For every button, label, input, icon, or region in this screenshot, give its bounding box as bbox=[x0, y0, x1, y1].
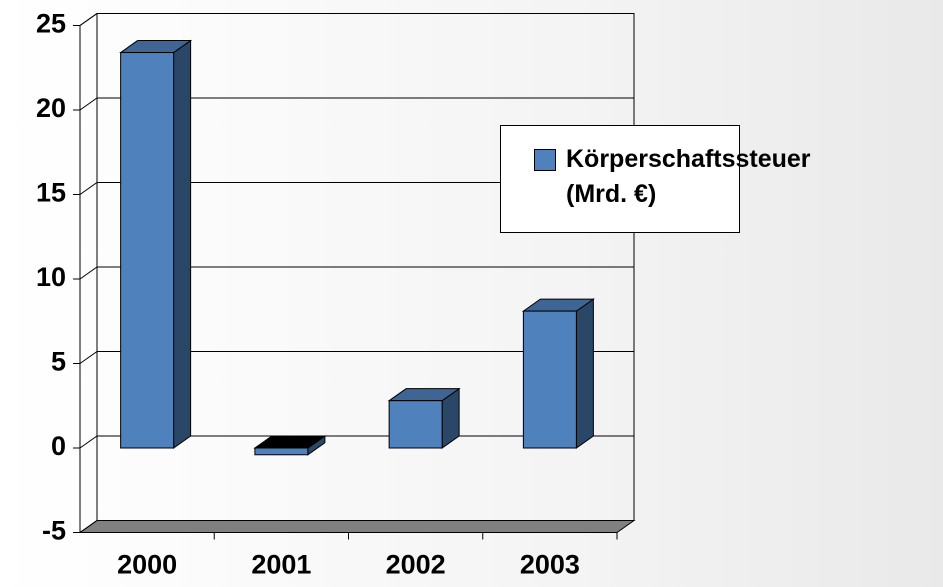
y-tick-label: 25 bbox=[36, 9, 66, 39]
grid-line bbox=[79, 520, 634, 533]
grid-line bbox=[79, 182, 634, 195]
y-tick-label: 5 bbox=[51, 347, 66, 377]
bar-side bbox=[575, 298, 594, 449]
bar bbox=[120, 52, 175, 449]
y-tick-label: -5 bbox=[42, 516, 66, 546]
x-tick-label: 2001 bbox=[251, 550, 311, 580]
grid-line bbox=[79, 351, 634, 364]
y-tick-label: 0 bbox=[51, 431, 66, 461]
y-tick-label: 15 bbox=[36, 178, 66, 208]
bar bbox=[254, 447, 309, 456]
floor bbox=[78, 520, 636, 533]
grid-line bbox=[79, 13, 634, 26]
x-tick-label: 2000 bbox=[117, 550, 177, 580]
x-tick-label: 2002 bbox=[386, 550, 446, 580]
legend-label: Körperschaftssteuer (Mrd. €) bbox=[566, 145, 811, 208]
y-tick-label: 20 bbox=[36, 93, 66, 123]
bar bbox=[388, 400, 443, 449]
legend-swatch bbox=[534, 149, 556, 171]
legend: Körperschaftssteuer (Mrd. €) bbox=[500, 125, 811, 233]
bar bbox=[522, 310, 577, 449]
y-tick-label: 10 bbox=[36, 262, 66, 292]
bar-side bbox=[173, 39, 192, 449]
grid-line bbox=[79, 97, 634, 111]
grid-line bbox=[79, 266, 634, 280]
x-tick-label: 2003 bbox=[520, 550, 580, 580]
